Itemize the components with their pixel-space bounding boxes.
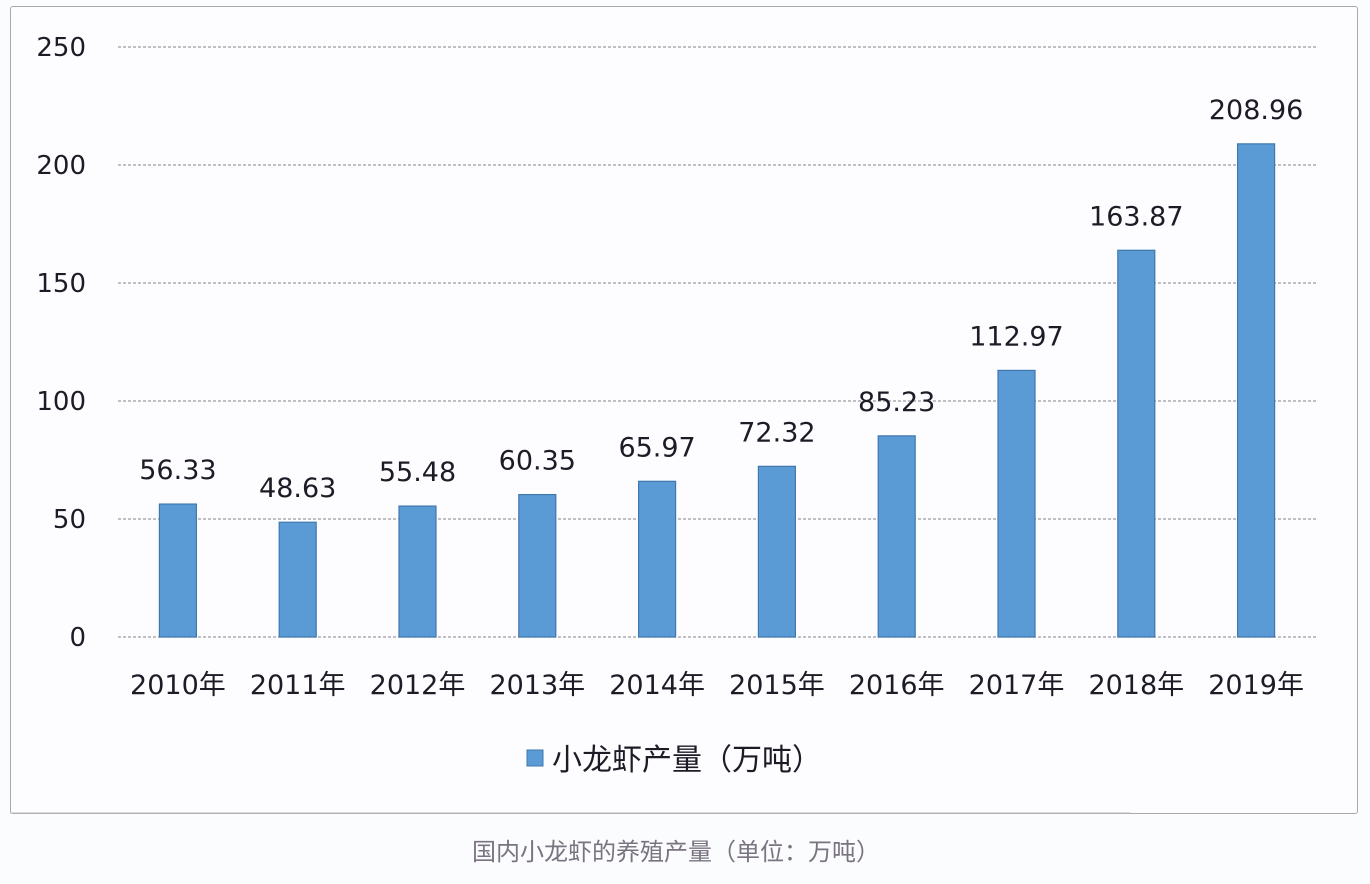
data-label: 208.96 xyxy=(1209,95,1303,126)
x-tick-label: 2015年 xyxy=(729,670,825,701)
bar xyxy=(637,480,677,638)
bar xyxy=(997,369,1036,638)
bar xyxy=(158,503,197,638)
y-tick-label: 50 xyxy=(53,505,86,535)
y-tick-label: 200 xyxy=(36,151,86,181)
bar xyxy=(757,465,797,638)
data-labels: 56.33 48.63 55.48 60.35 65.97 72.32 85.23 112.9… xyxy=(139,95,1303,504)
data-label: 60.35 xyxy=(499,446,576,477)
x-tick-label: 2018年 xyxy=(1088,670,1184,701)
bar xyxy=(398,505,437,638)
x-tick-label: 2010年 xyxy=(130,670,226,701)
data-label: 85.23 xyxy=(858,387,935,418)
data-label: 56.33 xyxy=(139,455,216,486)
bar xyxy=(1236,143,1276,638)
y-tick-label: 150 xyxy=(36,269,86,299)
figure-caption: 国内小龙虾的养殖产量（单位：万吨） xyxy=(472,838,880,866)
bar xyxy=(278,521,317,638)
y-axis: 0 50 100 150 200 250 xyxy=(36,33,86,653)
x-tick-label: 2012年 xyxy=(370,670,466,701)
data-label: 48.63 xyxy=(259,473,336,504)
legend-swatch-icon xyxy=(526,749,544,767)
data-label: 72.32 xyxy=(738,417,815,448)
x-tick-label: 2014年 xyxy=(609,670,705,701)
bar-series xyxy=(158,143,1276,638)
y-tick-label: 250 xyxy=(36,33,86,63)
x-tick-label: 2013年 xyxy=(489,670,585,701)
bar xyxy=(877,435,916,638)
legend-label: 小龙虾产量（万吨） xyxy=(552,743,822,778)
bar xyxy=(1117,249,1156,638)
data-label: 112.97 xyxy=(969,321,1063,352)
y-tick-label: 100 xyxy=(36,387,86,417)
data-label: 163.87 xyxy=(1089,201,1183,232)
bar xyxy=(518,493,557,638)
x-tick-label: 2019年 xyxy=(1208,670,1304,701)
data-label: 65.97 xyxy=(618,432,695,463)
x-tick-label: 2016年 xyxy=(849,670,945,701)
x-tick-label: 2011年 xyxy=(250,670,346,701)
legend: 小龙虾产量（万吨） xyxy=(526,743,822,778)
x-axis: 2010年 2011年 2012年 2013年 2014年 2015年 2016年 2017年… xyxy=(130,670,1304,701)
data-label: 55.48 xyxy=(379,457,456,488)
x-tick-label: 2017年 xyxy=(969,670,1065,701)
y-tick-label: 0 xyxy=(69,623,86,653)
